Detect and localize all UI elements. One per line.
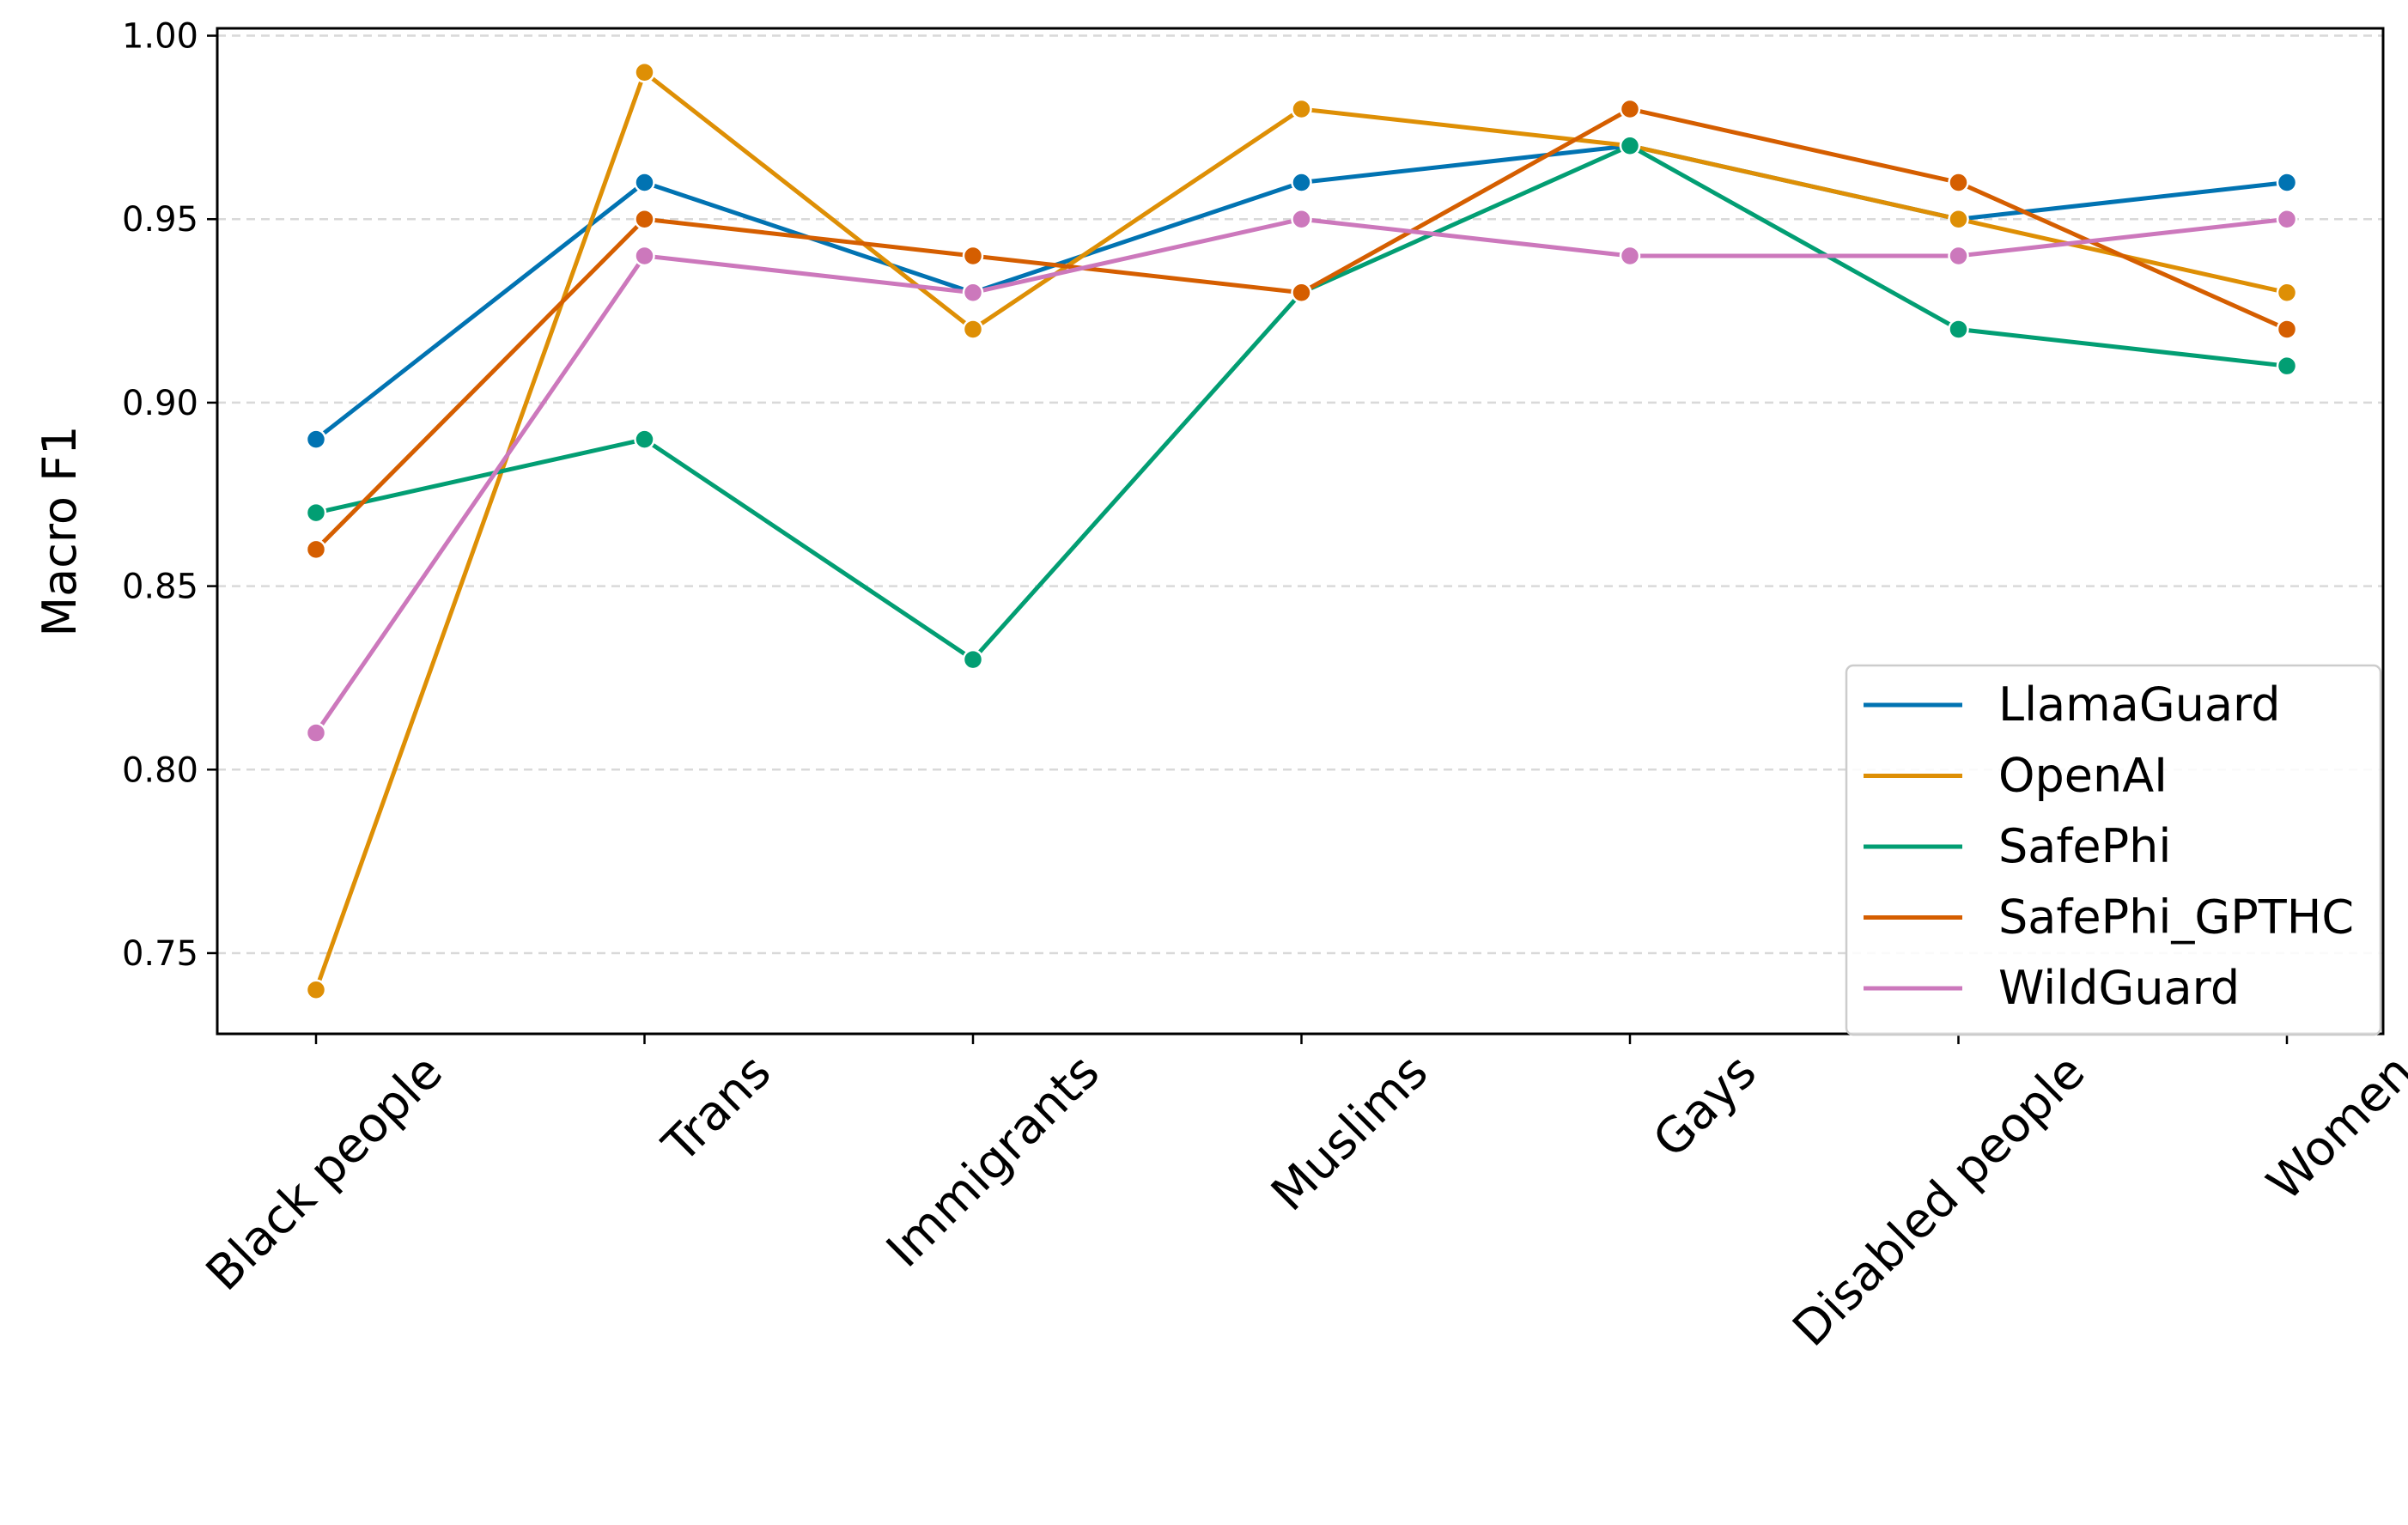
y-tick-label: 1.00 xyxy=(122,17,198,57)
data-point xyxy=(1291,98,1312,120)
y-tick-label: 0.75 xyxy=(122,934,198,974)
series-layer xyxy=(305,62,2298,1000)
data-point xyxy=(1619,98,1641,120)
data-point xyxy=(1948,319,1969,340)
legend-label: LlamaGuard xyxy=(1998,677,2281,732)
data-point xyxy=(305,722,327,744)
y-tick-label: 0.85 xyxy=(122,568,198,607)
data-point xyxy=(2276,208,2298,230)
data-point xyxy=(634,245,655,267)
legend-label: WildGuard xyxy=(1998,961,2240,1015)
data-point xyxy=(1948,245,1969,267)
data-point xyxy=(1948,208,1969,230)
data-point xyxy=(2276,172,2298,193)
legend: LlamaGuard OpenAI SafePhi SafePhi_GPTHC Wild… xyxy=(1845,664,2382,1036)
series-safephi-gpthc xyxy=(305,98,2298,561)
y-axis-label: Macro F1 xyxy=(33,425,87,636)
data-point xyxy=(305,979,327,1000)
y-tick-label: 0.80 xyxy=(122,750,198,790)
data-point xyxy=(1619,135,1641,157)
data-point xyxy=(634,62,655,83)
data-point xyxy=(1291,172,1312,193)
data-point xyxy=(305,538,327,561)
data-point xyxy=(962,245,984,267)
data-point xyxy=(305,501,327,524)
y-tick-label: 0.90 xyxy=(122,384,198,423)
series-wildguard xyxy=(305,208,2298,744)
data-point xyxy=(1948,172,1969,193)
data-point xyxy=(305,428,327,450)
y-axis: 0.75 0.80 0.85 0.90 0.95 1.00 xyxy=(122,17,217,974)
legend-item: SafePhi_GPTHC xyxy=(1864,890,2354,945)
data-point xyxy=(634,208,655,230)
data-point xyxy=(2276,355,2298,377)
legend-item: LlamaGuard xyxy=(1864,677,2281,732)
legend-item: OpenAI xyxy=(1864,749,2168,803)
y-tick-label: 0.95 xyxy=(122,200,198,240)
data-point xyxy=(634,428,655,450)
data-point xyxy=(1619,245,1641,267)
data-point xyxy=(2276,319,2298,340)
legend-item: WildGuard xyxy=(1864,961,2240,1015)
data-point xyxy=(962,282,984,303)
data-point xyxy=(634,172,655,193)
data-point xyxy=(1291,208,1312,230)
data-point xyxy=(962,648,984,671)
legend-box xyxy=(1845,664,2382,1036)
data-point xyxy=(2276,282,2298,303)
legend-item: SafePhi xyxy=(1864,819,2171,873)
legend-label: SafePhi xyxy=(1998,819,2171,873)
data-point xyxy=(962,319,984,340)
data-point xyxy=(1291,282,1312,303)
plot-frame xyxy=(216,27,2385,1036)
legend-label: OpenAI xyxy=(1998,749,2168,803)
legend-label: SafePhi_GPTHC xyxy=(1998,890,2354,945)
